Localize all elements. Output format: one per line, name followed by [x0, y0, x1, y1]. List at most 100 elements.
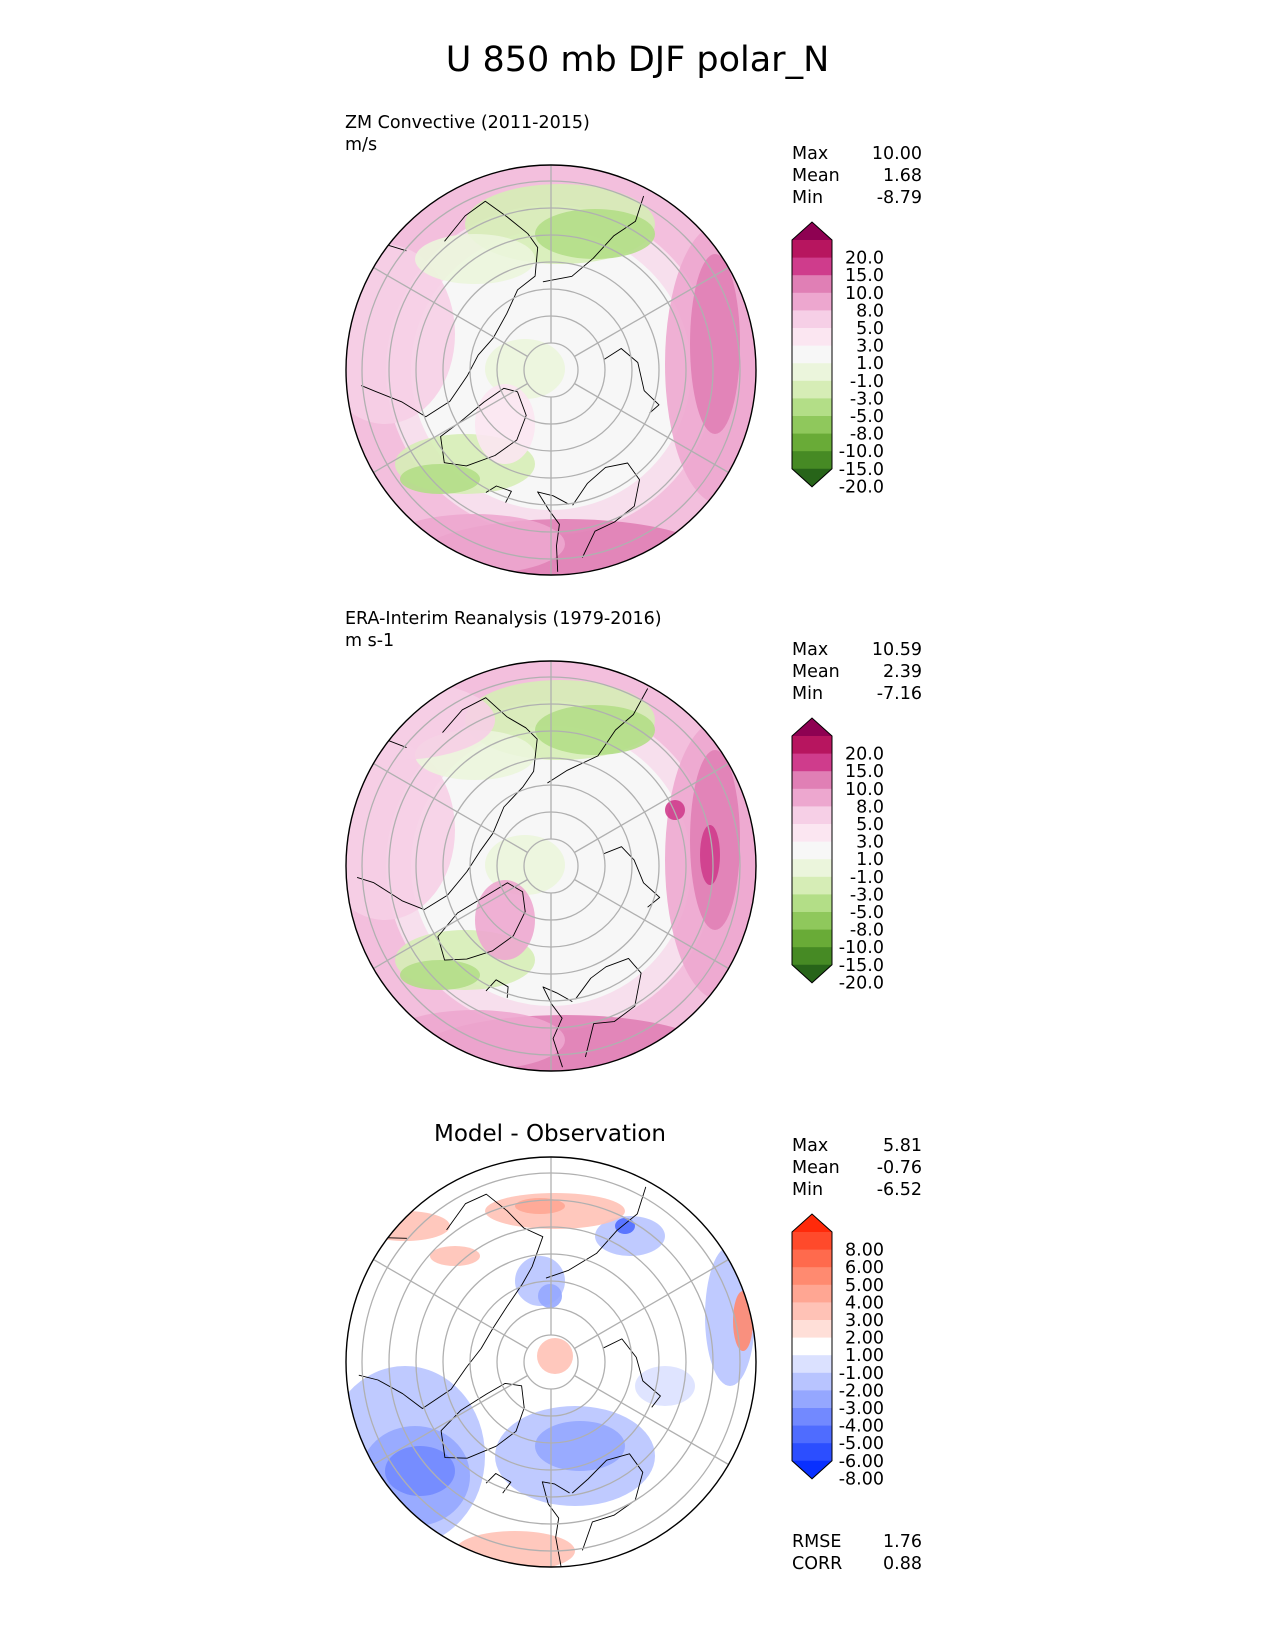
colorbar-tick-label: 10.0 — [845, 284, 884, 304]
colorbar-extend-max — [792, 222, 832, 240]
longitude-gridline — [373, 382, 528, 474]
colorbar-tick-label: -5.0 — [850, 407, 884, 427]
colorbar-swatch — [792, 345, 832, 364]
stat-label: RMSE — [792, 1532, 842, 1552]
field-patch — [535, 1421, 625, 1471]
longitude-gridline — [373, 762, 528, 854]
longitude-gridline — [373, 1374, 528, 1466]
colorbar-tick-label: -3.00 — [839, 1399, 884, 1419]
stat-value: 2.39 — [883, 662, 922, 682]
colorbar-swatch — [792, 841, 832, 860]
colorbar-tick-label: 20.0 — [845, 249, 884, 269]
colorbar-swatch — [792, 292, 832, 311]
colorbar-swatch — [792, 859, 832, 878]
stat-value: 0.88 — [883, 1554, 922, 1574]
colorbar-swatch — [792, 1267, 832, 1286]
coastline — [485, 1473, 512, 1494]
stat-value: 5.81 — [883, 1136, 922, 1156]
longitude-gridline — [373, 878, 528, 970]
map-boundary — [345, 660, 757, 1072]
colorbar-tick-label: -1.00 — [839, 1364, 884, 1384]
stat-label: Min — [792, 1180, 824, 1200]
colorbar-tick-label: 4.00 — [845, 1293, 884, 1313]
colorbar: 20.015.010.08.05.03.01.0-1.0-3.0-5.0-8.0… — [791, 717, 884, 993]
colorbar-swatch — [792, 1337, 832, 1356]
colorbar-tick-label: 6.00 — [845, 1258, 884, 1278]
extra-stats-block: RMSE 1.76 CORR 0.88 — [792, 1531, 922, 1575]
colorbar-swatch — [792, 824, 832, 843]
colorbar-swatch — [792, 1408, 832, 1427]
field-patch — [595, 1216, 665, 1256]
coastline — [542, 195, 645, 283]
map-boundary — [345, 1156, 757, 1568]
field-patch — [537, 1338, 573, 1374]
colorbar-extend-min — [792, 964, 832, 983]
coastline — [361, 200, 539, 418]
panel-title: Model - Observation — [433, 1121, 667, 1147]
coastline — [537, 491, 570, 572]
panel-title: ZM Convective (2011-2015) — [345, 113, 590, 133]
colorbar-tick-label: 15.0 — [845, 762, 884, 782]
colorbar-tick-label: -8.0 — [850, 921, 884, 941]
colorbar-outline — [791, 221, 833, 488]
colorbar-swatch — [792, 451, 832, 470]
field-patch — [635, 1366, 695, 1406]
colorbar-swatch — [792, 876, 832, 895]
stat-label: Mean — [792, 662, 840, 682]
longitude-gridline — [373, 1258, 528, 1350]
stats-block: Max 10.59 Mean 2.39 Min -7.16 — [792, 639, 922, 705]
field-patch — [430, 1246, 480, 1266]
longitude-gridline — [574, 762, 729, 854]
coastline — [604, 348, 660, 414]
colorbar-swatch — [792, 310, 832, 329]
colorbar-extend-min — [792, 1460, 832, 1479]
coastline — [485, 485, 512, 503]
field-layer — [346, 661, 756, 1071]
field-patch — [400, 960, 480, 990]
colorbar-swatch — [792, 1443, 832, 1462]
colorbar-swatch — [792, 806, 832, 825]
longitude-gridline — [574, 1258, 729, 1350]
field-patch — [535, 705, 655, 755]
colorbar-swatch — [792, 363, 832, 382]
coastline — [358, 1193, 544, 1409]
colorbar-swatch — [792, 1390, 832, 1409]
field-patch — [690, 254, 740, 434]
stat-value: 10.59 — [871, 640, 922, 660]
colorbar-tick-label: -2.00 — [839, 1381, 884, 1401]
colorbar-tick-label: -8.00 — [839, 1469, 884, 1489]
colorbar-swatch — [792, 736, 832, 755]
coastline — [356, 697, 538, 911]
colorbar-swatch — [792, 1232, 832, 1251]
stat-label: CORR — [792, 1554, 843, 1574]
field-patch — [535, 209, 655, 259]
colorbar-tick-label: -20.0 — [839, 973, 884, 993]
panel-difference: Model - Observation Max 5.81 Mean -0.76 Mi… — [0, 0, 1275, 1574]
colorbar-swatch — [792, 1320, 832, 1339]
colorbar-tick-label: 5.0 — [856, 319, 884, 339]
polar-map — [345, 1156, 757, 1568]
longitude-gridline — [574, 382, 729, 474]
stat-value: 1.68 — [883, 166, 922, 186]
stat-value: -6.52 — [876, 1180, 922, 1200]
colorbar-swatch — [792, 1425, 832, 1444]
colorbar-tick-label: -1.0 — [850, 868, 884, 888]
colorbar-swatch — [792, 1302, 832, 1321]
stat-label: Max — [792, 1136, 829, 1156]
coastline — [440, 1382, 525, 1459]
panel-reference: ERA-Interim Reanalysis (1979-2016) m s-1… — [0, 0, 1275, 1072]
coastline — [572, 462, 640, 558]
colorbar-tick-label: 3.00 — [845, 1311, 884, 1331]
coastline — [541, 1481, 570, 1567]
stat-value: 10.00 — [871, 144, 922, 164]
colorbar-swatch — [792, 1355, 832, 1374]
stats-block: Max 5.81 Mean -0.76 Min -6.52 — [792, 1135, 922, 1201]
colorbar-tick-label: -6.00 — [839, 1452, 884, 1472]
colorbar-swatch — [792, 398, 832, 417]
colorbar-swatch — [792, 240, 832, 259]
colorbar-tick-label: 15.0 — [845, 266, 884, 286]
field-layer — [346, 1157, 756, 1567]
colorbar-tick-label: -15.0 — [839, 956, 884, 976]
stat-label: Max — [792, 640, 829, 660]
colorbar-tick-label: 1.00 — [845, 1346, 884, 1366]
